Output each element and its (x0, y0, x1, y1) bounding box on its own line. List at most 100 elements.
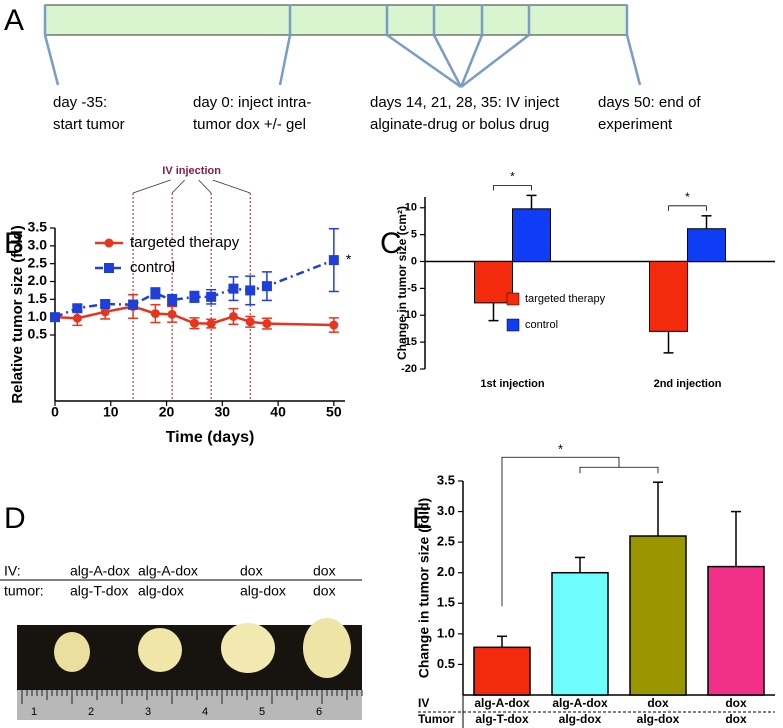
significance: * (346, 251, 352, 267)
significance: * (558, 442, 563, 457)
marker (261, 281, 272, 292)
marker (72, 313, 82, 323)
x-tick-label: dox (725, 712, 747, 726)
significance: * (510, 170, 515, 184)
y-tick-label: -5 (407, 282, 417, 294)
y-tick-label: 1.0 (437, 625, 455, 640)
bar (707, 565, 765, 696)
row-label: dox (313, 583, 336, 599)
timeline-text: experiment (598, 116, 673, 133)
timeline-text: days 50: end of (598, 94, 701, 111)
timeline-text: day 0: inject intra- (193, 94, 311, 111)
marker (262, 319, 272, 329)
error-bar (526, 194, 537, 209)
tumor (138, 628, 182, 672)
marker (50, 312, 60, 323)
panel-label: B (4, 227, 24, 260)
y-tick-label: 3.0 (437, 503, 455, 518)
marker (167, 295, 178, 306)
legend-swatch (506, 292, 520, 306)
bar (473, 646, 531, 696)
y-tick-label: 1.0 (28, 308, 48, 324)
ruler-label: 2 (88, 706, 94, 718)
error-bar (575, 556, 585, 573)
ruler-label: 6 (316, 706, 322, 718)
timeline-bar (44, 4, 628, 36)
y-tick-label: 3.5 (28, 219, 48, 235)
bar (649, 261, 688, 332)
y-tick-label: 2.0 (28, 272, 48, 288)
panel-label: A (4, 4, 24, 37)
x-tick-label: 30 (215, 404, 231, 420)
legend-marker (104, 238, 114, 248)
x-tick-label: 2nd injection (654, 378, 722, 390)
marker (228, 283, 239, 294)
x-axis-label: Time (days) (166, 429, 255, 446)
x-tick-label: alg-dox (559, 712, 602, 726)
y-tick-label: 2.5 (437, 534, 455, 549)
marker (329, 320, 339, 330)
row-label: dox (313, 563, 336, 579)
y-axis-label: Change in tumor size (fold) (416, 498, 432, 678)
marker (128, 299, 139, 310)
legend-label: targeted therapy (130, 234, 240, 251)
bar (551, 571, 609, 696)
row-name: IV: (4, 563, 21, 579)
marker (245, 317, 255, 327)
y-tick-label: -15 (401, 336, 417, 348)
x-tick-label: dox (725, 696, 747, 710)
tumor (54, 632, 90, 672)
error-bar (328, 260, 339, 293)
row-label: alg-dox (240, 583, 286, 599)
row-label: alg-A-dox (138, 563, 198, 579)
timeline-text: day -35: (53, 94, 107, 111)
row-label: alg-T-dox (70, 583, 128, 599)
y-tick-label: 0.5 (437, 656, 455, 671)
y-tick-label: 0.5 (28, 326, 48, 342)
annotation-connector (171, 179, 185, 194)
row-label: dox (240, 563, 263, 579)
error-bar (663, 331, 674, 354)
marker (228, 311, 238, 321)
ruler-label: 4 (202, 706, 208, 718)
error-bar (328, 227, 339, 261)
marker (206, 319, 216, 329)
tumor (303, 618, 351, 678)
x-tick-label: 40 (270, 404, 286, 420)
marker (150, 309, 160, 319)
timeline-text: alginate-drug or bolus drug (370, 116, 549, 133)
y-tick-label: 3.5 (437, 472, 455, 487)
bar (512, 208, 551, 262)
row-name: IV (418, 696, 429, 710)
timeline-text: start tumor (53, 116, 125, 133)
row-label: alg-A-dox (70, 563, 130, 579)
error-bar (653, 481, 663, 537)
ruler-label: 3 (145, 706, 151, 718)
x-tick-label: 0 (51, 404, 59, 420)
row-name: Tumor (418, 712, 455, 726)
annotation-connector (132, 179, 171, 194)
panel-label: D (4, 502, 26, 535)
y-axis-label: Relative tumor size (fold) (9, 225, 26, 403)
error-bar (731, 510, 741, 567)
panel-label: E (412, 502, 432, 535)
significance: * (685, 190, 690, 204)
ruler-label: 5 (259, 706, 265, 718)
y-tick-label: 1.5 (28, 290, 48, 306)
marker (189, 291, 200, 302)
annotation-connector (198, 179, 212, 194)
y-tick-label: 2.5 (28, 254, 48, 270)
bar (687, 228, 726, 262)
y-tick-label: 10 (405, 202, 417, 214)
error-bar (497, 635, 507, 648)
marker (72, 303, 83, 314)
marker (100, 307, 110, 317)
y-tick-label: -20 (401, 363, 417, 375)
error-bar (488, 302, 499, 322)
legend-swatch (506, 318, 520, 332)
error-bar (701, 215, 712, 229)
x-tick-label: alg-A-dox (552, 696, 608, 710)
x-tick-label: 1st injection (480, 378, 544, 390)
marker (206, 291, 217, 302)
y-axis-label: Change in tumor size (cm²) (395, 206, 409, 360)
